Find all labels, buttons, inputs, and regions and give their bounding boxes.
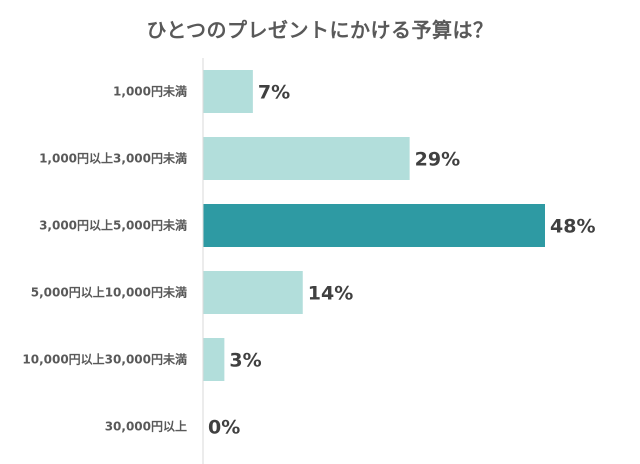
category-label-5: 30,000円以上	[105, 419, 187, 434]
bar-0	[203, 70, 253, 113]
value-label-2: 48%	[550, 216, 595, 238]
bar-3	[203, 271, 303, 314]
category-label-1: 1,000円以上3,000円未満	[39, 151, 187, 166]
value-label-4: 3%	[229, 350, 261, 372]
value-label-0: 7%	[258, 82, 290, 104]
chart-title: ひとつのプレゼントにかける予算は？	[146, 18, 494, 42]
bar-4	[203, 338, 225, 381]
category-label-2: 3,000円以上5,000円未満	[39, 218, 187, 233]
bar-2	[203, 204, 545, 247]
category-label-4: 10,000円以上30,000円未満	[22, 352, 187, 367]
category-label-0: 1,000円未満	[113, 84, 187, 99]
value-label-1: 29%	[415, 149, 460, 171]
value-label-5: 0%	[208, 417, 240, 439]
bar-1	[203, 137, 410, 180]
value-label-3: 14%	[308, 283, 353, 305]
category-label-3: 5,000円以上10,000円未満	[31, 285, 187, 300]
